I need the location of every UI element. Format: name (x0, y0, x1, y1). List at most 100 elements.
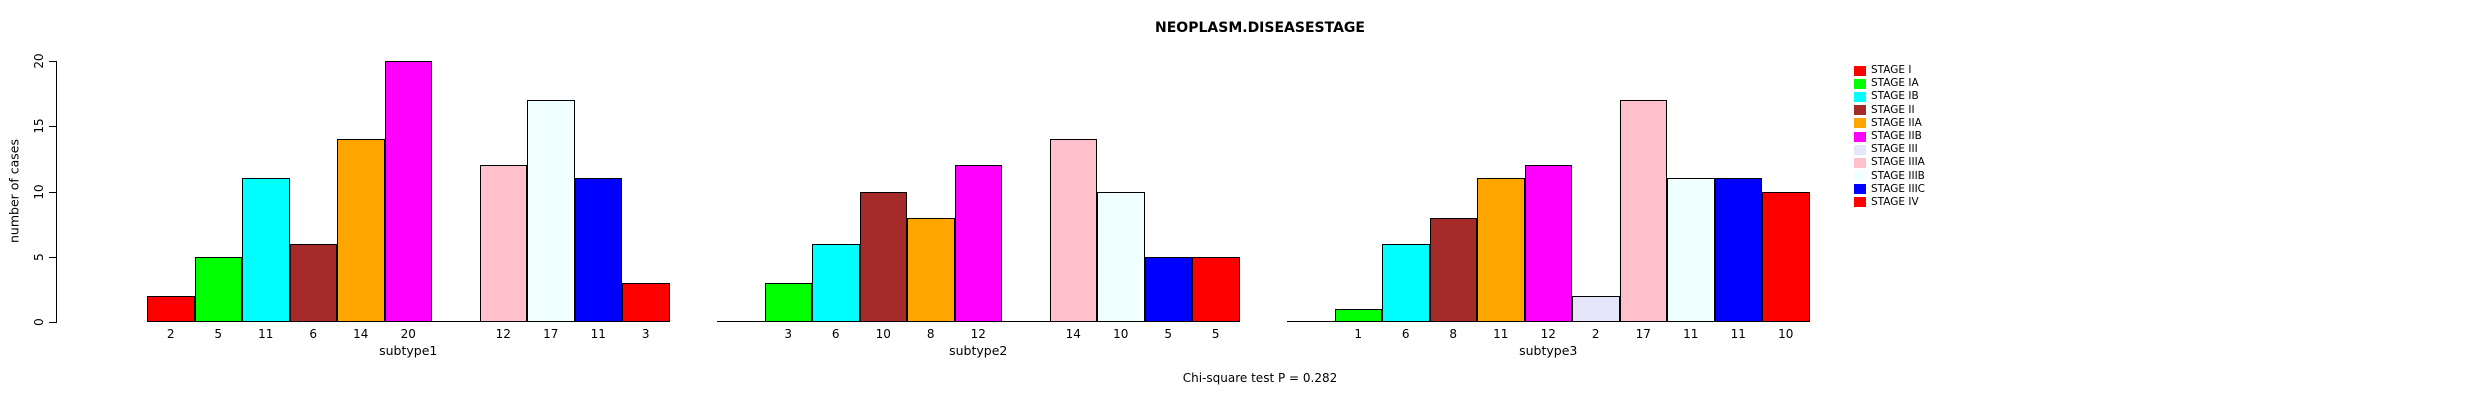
y-axis-label: number of cases (6, 138, 22, 244)
bar (1762, 191, 1810, 322)
bar-value-label: 5 (214, 327, 223, 341)
legend-item: STAGE IIA (1854, 117, 1925, 130)
y-tick-label: 0 (32, 318, 46, 326)
bar (1429, 217, 1477, 322)
zero-bar-baseline (1002, 321, 1050, 322)
legend-swatch (1854, 65, 1866, 76)
legend-item: STAGE IV (1854, 196, 1925, 209)
bar (1382, 243, 1430, 322)
bar (954, 165, 1002, 322)
y-tick (49, 126, 57, 128)
legend-swatch (1854, 118, 1866, 129)
legend-item: STAGE IIIC (1854, 183, 1925, 196)
group-label: subtype2 (949, 343, 1008, 358)
bar-value-label: 6 (831, 327, 840, 341)
bar-value-label: 2 (166, 327, 175, 341)
bar (574, 178, 622, 322)
bar (1049, 139, 1097, 322)
bar (1714, 178, 1762, 322)
legend-item: STAGE II (1854, 104, 1925, 117)
bar-value-label: 14 (1065, 327, 1081, 341)
bar-value-label: 20 (400, 327, 416, 341)
legend-label: STAGE III (1871, 143, 1918, 156)
bar (859, 191, 907, 322)
bar-value-label: 6 (309, 327, 318, 341)
y-tick-label: 15 (32, 118, 46, 134)
legend-swatch (1854, 197, 1866, 208)
bar-value-label: 11 (1683, 327, 1699, 341)
legend-item: STAGE IIIA (1854, 156, 1925, 169)
bar (1477, 178, 1525, 322)
bar-value-label: 1 (1354, 327, 1363, 341)
bar (147, 295, 195, 322)
y-tick (49, 256, 57, 258)
chi-square-note: Chi-square test P = 0.282 (1182, 371, 1338, 385)
bar-value-label: 6 (1401, 327, 1410, 341)
bar-value-label: 11 (1493, 327, 1509, 341)
legend-item: STAGE IA (1854, 77, 1925, 90)
legend-label: STAGE IIIB (1871, 169, 1925, 182)
bar-value-label: 3 (784, 327, 793, 341)
bar-value-label: 11 (1730, 327, 1746, 341)
legend-label: STAGE IIA (1871, 116, 1922, 129)
bar-value-label: 3 (641, 327, 650, 341)
bar-value-label: 14 (353, 327, 369, 341)
y-tick-label: 20 (32, 53, 46, 69)
bar (337, 139, 385, 322)
bar (907, 217, 955, 322)
bar (1144, 256, 1192, 322)
legend-label: STAGE IIB (1871, 129, 1922, 142)
bar-value-label: 12 (970, 327, 986, 341)
bar (812, 243, 860, 322)
legend-item: STAGE IIB (1854, 130, 1925, 143)
bar-value-label: 8 (926, 327, 935, 341)
legend-label: STAGE IIIA (1871, 156, 1925, 169)
bar-value-label: 12 (1540, 327, 1556, 341)
bar-value-label: 10 (1778, 327, 1794, 341)
y-tick-label: 10 (32, 183, 46, 200)
legend-label: STAGE IA (1871, 77, 1919, 90)
zero-bar-baseline (1287, 321, 1335, 322)
group-label: subtype1 (379, 343, 438, 358)
bar-value-label: 17 (543, 327, 559, 341)
bar (289, 243, 337, 322)
legend-swatch (1854, 78, 1866, 89)
legend-swatch (1854, 184, 1866, 195)
bar (1334, 308, 1382, 322)
legend-item: STAGE IB (1854, 90, 1925, 103)
bar-value-label: 11 (258, 327, 274, 341)
bar (1667, 178, 1715, 322)
bar (1619, 100, 1667, 322)
bar (764, 282, 812, 322)
group-label: subtype3 (1519, 343, 1578, 358)
legend-item: STAGE IIIB (1854, 170, 1925, 183)
legend-item: STAGE I (1854, 64, 1925, 77)
legend-label: STAGE II (1871, 103, 1915, 116)
legend-swatch (1854, 171, 1866, 182)
legend-swatch (1854, 91, 1866, 102)
y-tick (49, 191, 57, 193)
legend-label: STAGE IIIC (1871, 182, 1925, 195)
legend-swatch (1854, 157, 1866, 168)
zero-bar-baseline (717, 321, 765, 322)
bar (1572, 295, 1620, 322)
legend: STAGE I STAGE IA STAGE IB STAGE II STAGE IIA… (1854, 64, 1925, 209)
legend-label: STAGE IV (1871, 195, 1919, 208)
bar (527, 100, 575, 322)
legend-swatch (1854, 131, 1866, 142)
bar (1524, 165, 1572, 322)
bar (1097, 191, 1145, 322)
bar-value-label: 5 (1211, 327, 1220, 341)
bar (479, 165, 527, 322)
bar-value-label: 17 (1635, 327, 1651, 341)
bar-value-label: 8 (1449, 327, 1458, 341)
bar-value-label: 10 (875, 327, 891, 341)
legend-item: STAGE III (1854, 143, 1925, 156)
bar-value-label: 2 (1591, 327, 1600, 341)
bar-value-label: 11 (590, 327, 606, 341)
bar-value-label: 12 (495, 327, 511, 341)
zero-bar-baseline (432, 321, 480, 322)
bar (384, 61, 432, 322)
bar (194, 256, 242, 322)
